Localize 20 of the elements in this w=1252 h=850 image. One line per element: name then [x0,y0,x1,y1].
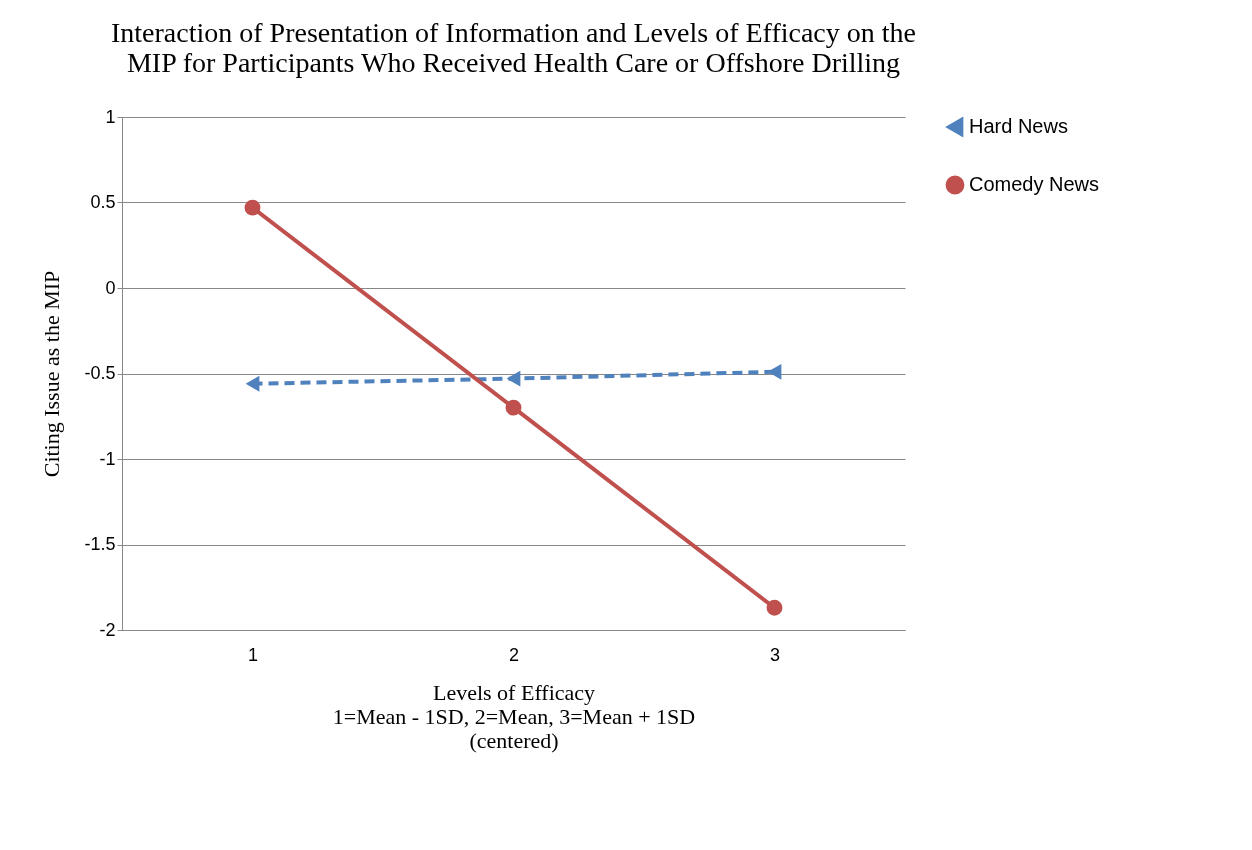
x-tick-label: 1 [247,644,259,665]
point [506,370,521,387]
legend-label: Hard News [969,115,1068,137]
y-axis-title: Citing Issue as the MIP [39,270,65,478]
y-tick-label: 0.5 [90,192,116,212]
x-tick-label: 2 [508,644,520,665]
y-tick-label: 0 [105,277,116,298]
point [766,599,783,616]
y-tick-label: -1 [99,448,116,469]
y-tick-label: 1 [105,106,116,127]
x-tick-label: 3 [769,644,781,665]
point [505,399,522,416]
chart-title: Interaction of Presentation of Information and Levels of Efficacy on the MIP for Participants Who Received Health Care or Offshore Drilling [111,17,916,78]
point [244,199,261,216]
y-tick-label: -0.5 [84,363,116,383]
x-axis-title: Levels of Efficacy 1=Mean - 1SD, 2=Mean, 3=Mean + 1SD (centered) [332,679,696,753]
y-tick-label: -2 [99,619,116,640]
y-tick-label: -1.5 [84,534,116,554]
legend-label: Comedy News [969,173,1100,195]
point [245,375,260,392]
